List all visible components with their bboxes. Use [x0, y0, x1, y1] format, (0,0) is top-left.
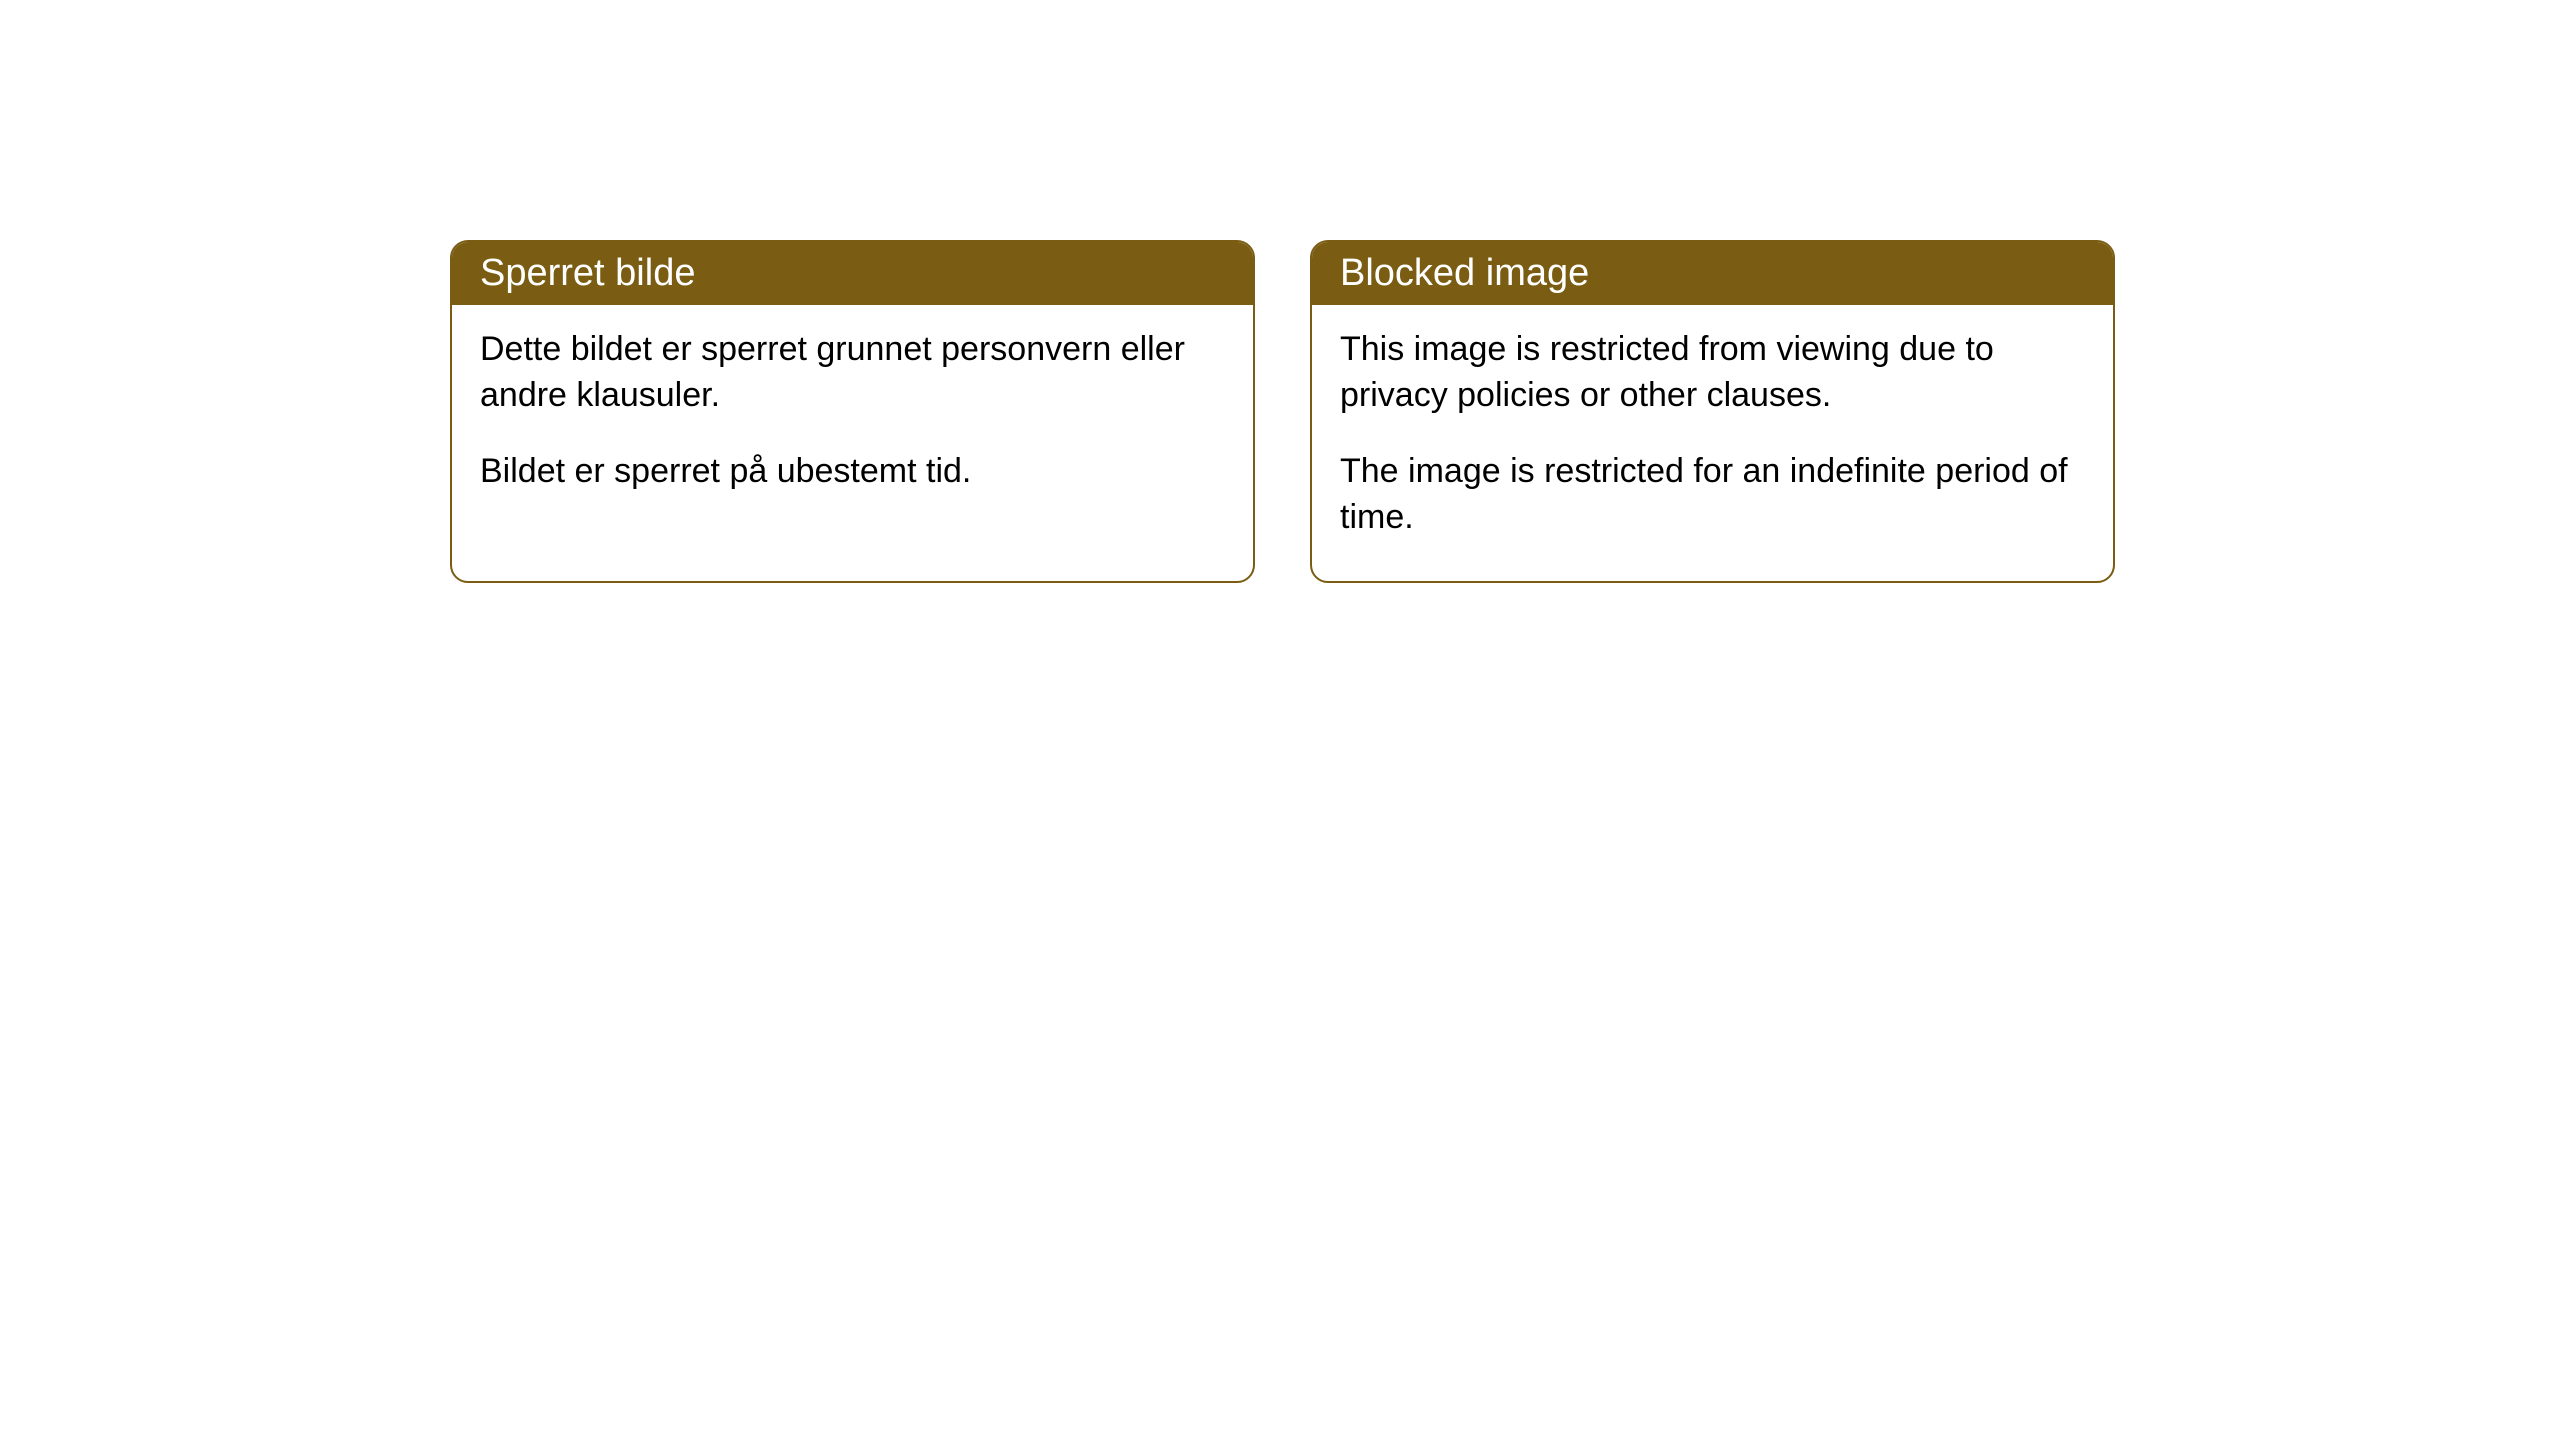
notice-paragraph: Bildet er sperret på ubestemt tid. — [480, 449, 1225, 495]
notice-container: Sperret bilde Dette bildet er sperret gr… — [450, 240, 2115, 583]
notice-paragraph: Dette bildet er sperret grunnet personve… — [480, 327, 1225, 419]
notice-card-english: Blocked image This image is restricted f… — [1310, 240, 2115, 583]
notice-body-english: This image is restricted from viewing du… — [1312, 305, 2113, 581]
notice-paragraph: The image is restricted for an indefinit… — [1340, 449, 2085, 541]
notice-body-norwegian: Dette bildet er sperret grunnet personve… — [452, 305, 1253, 535]
notice-header-english: Blocked image — [1312, 242, 2113, 305]
notice-card-norwegian: Sperret bilde Dette bildet er sperret gr… — [450, 240, 1255, 583]
notice-header-norwegian: Sperret bilde — [452, 242, 1253, 305]
notice-paragraph: This image is restricted from viewing du… — [1340, 327, 2085, 419]
